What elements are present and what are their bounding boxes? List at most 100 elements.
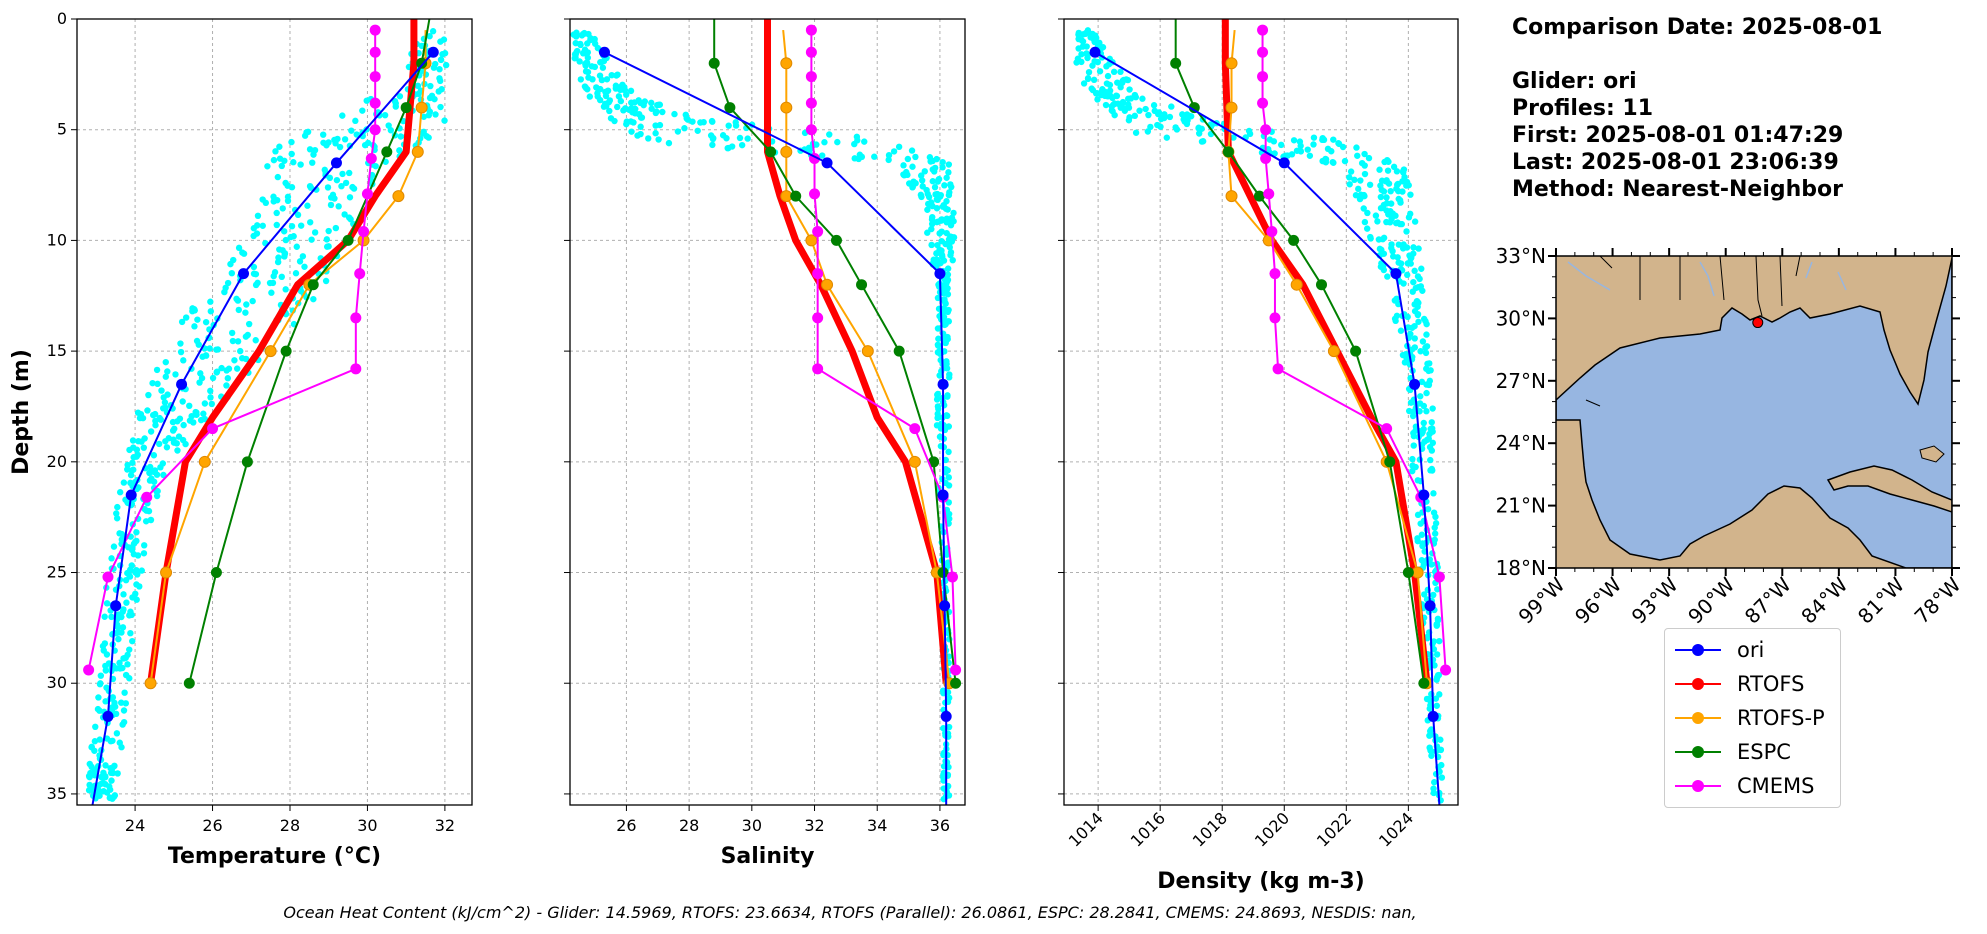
glider-cloud-point (138, 567, 145, 574)
glider-cloud-point (372, 162, 379, 170)
glider-cloud-point (190, 305, 198, 313)
series-point-ori (1278, 157, 1290, 169)
glider-cloud-point (1075, 31, 1082, 38)
map-gulf-water (1556, 257, 1952, 568)
glider-cloud-point (420, 113, 428, 120)
glider-cloud-point (208, 400, 216, 408)
glider-cloud-point (197, 416, 205, 424)
glider-cloud-point (141, 435, 148, 442)
glider-cloud-point (659, 108, 666, 116)
glider-cloud-point (1403, 182, 1410, 189)
glider-cloud-point (224, 279, 232, 287)
glider-cloud-point (164, 368, 171, 375)
glider-cloud-point (1423, 408, 1430, 415)
glider-cloud-point (268, 289, 275, 296)
glider-cloud-point (1319, 136, 1326, 144)
glider-cloud-point (1078, 51, 1085, 58)
x-tick-label: 1014 (1065, 808, 1107, 850)
comparison-info: Comparison Date: 2025-08-01 Glider: ori … (1512, 14, 1882, 203)
glider-cloud-point (581, 30, 588, 37)
axes-frame (1063, 18, 1459, 806)
glider-cloud-point (947, 251, 954, 259)
glider-cloud-point (1195, 124, 1202, 131)
glider-cloud-point (929, 157, 936, 165)
glider-cloud-point (1163, 134, 1171, 141)
glider-cloud-point (1416, 275, 1423, 283)
series-point-rtofs-p (1225, 57, 1238, 70)
series-point-ori (1089, 46, 1101, 58)
glider-cloud-point (387, 127, 395, 134)
glider-cloud-point (851, 155, 858, 162)
glider-cloud-point (114, 503, 121, 511)
glider-cloud-point (118, 629, 125, 636)
glider-cloud-point (225, 365, 233, 372)
glider-cloud-point (140, 550, 148, 557)
glider-cloud-point (1125, 117, 1133, 124)
series-point-rtofs-p (264, 345, 277, 358)
glider-cloud-point (936, 246, 943, 253)
glider-cloud-point (207, 298, 214, 305)
glider-cloud-point (391, 97, 399, 105)
glider-cloud-point (1411, 267, 1418, 275)
glider-cloud-point (628, 99, 635, 106)
glider-cloud-point (671, 110, 678, 118)
glider-cloud-point (1414, 535, 1421, 542)
glider-cloud-point (308, 236, 315, 243)
glider-cloud-point (123, 599, 130, 606)
glider-cloud-point (141, 542, 148, 549)
glider-cloud-point (622, 105, 629, 112)
glider-cloud-point (1429, 467, 1436, 474)
series-point-espc (1350, 345, 1362, 357)
glider-cloud-point (945, 482, 953, 489)
glider-cloud-point (165, 435, 172, 442)
glider-cloud-point (161, 399, 169, 406)
glider-cloud-point (944, 467, 951, 474)
glider-cloud-point (282, 286, 289, 293)
glider-cloud-point (125, 544, 132, 551)
glider-cloud-point (1388, 215, 1395, 222)
glider-cloud-point (1426, 360, 1433, 367)
glider-cloud-point (88, 744, 95, 751)
glider-cloud-point (1427, 367, 1434, 374)
series-line-ori (91, 51, 435, 806)
glider-cloud-point (826, 131, 833, 138)
glider-cloud-point (1354, 152, 1361, 159)
glider-cloud-point (1150, 102, 1158, 109)
series-point-espc (416, 57, 428, 69)
glider-cloud-point (934, 414, 941, 422)
glider-cloud-point (250, 263, 258, 271)
glider-cloud-point (945, 723, 953, 731)
glider-cloud-point (858, 153, 866, 161)
glider-cloud-point (120, 707, 128, 714)
x-axis-label: Salinity (721, 844, 815, 869)
series-point-cmems (950, 664, 962, 676)
series-point-cmems (805, 97, 817, 109)
glider-cloud-point (108, 555, 115, 562)
y-tick-label: 30 (47, 673, 67, 692)
glider-cloud-point (118, 699, 125, 706)
glider-cloud-point (339, 170, 346, 178)
legend-item-rtofs-p: RTOFS-P (1673, 703, 1825, 733)
glider-cloud-point (126, 646, 133, 653)
glider-cloud-point (1353, 144, 1360, 151)
glider-cloud-point (96, 681, 104, 688)
glider-cloud-point (1270, 138, 1278, 145)
glider-cloud-point (95, 694, 102, 701)
glider-cloud-point (947, 221, 955, 229)
glider-cloud-point (1364, 209, 1371, 217)
series-point-cmems (350, 363, 362, 375)
glider-cloud-point (1080, 80, 1088, 87)
series-point-ori (940, 710, 952, 722)
glider-cloud-point (279, 205, 286, 212)
glider-cloud-point (1423, 320, 1430, 328)
x-tick-label: 1018 (1189, 808, 1231, 850)
glider-cloud-point (948, 238, 956, 245)
glider-cloud-point (634, 132, 641, 139)
glider-cloud-point (918, 177, 926, 184)
glider-cloud-point (1347, 168, 1355, 175)
glider-cloud-point (319, 131, 327, 138)
x-tick-label: 32 (435, 816, 455, 835)
glider-cloud-point (939, 164, 946, 171)
glider-cloud-point (1420, 425, 1427, 433)
glider-cloud-point (931, 184, 939, 191)
